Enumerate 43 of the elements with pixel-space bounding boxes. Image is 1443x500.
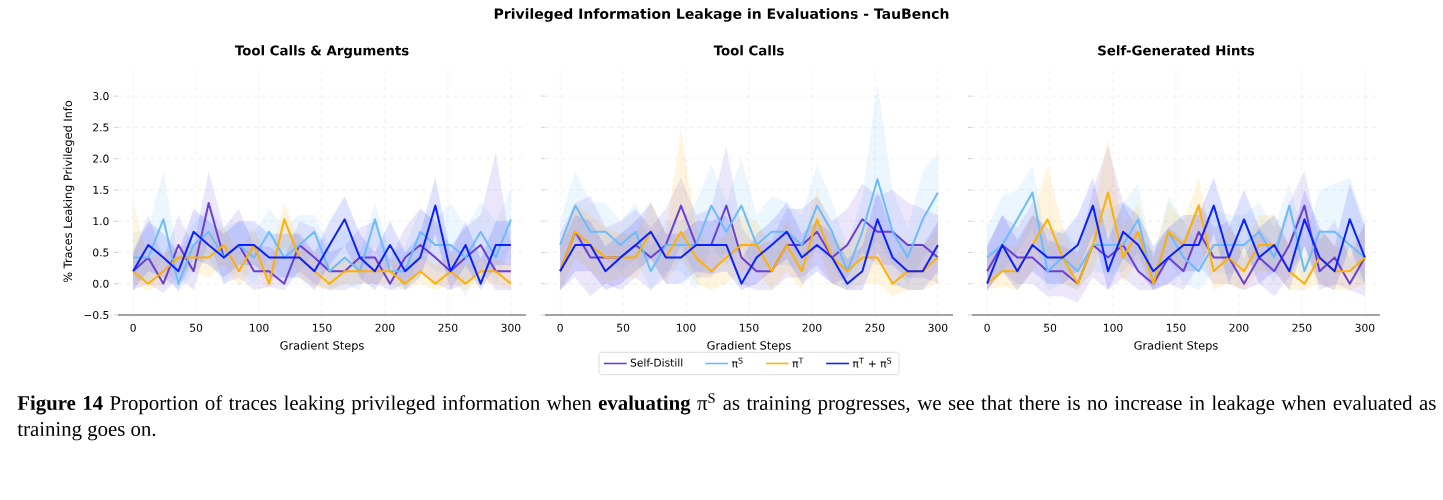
x-tick-label: 300 — [928, 323, 948, 332]
x-tick-label: 0 — [130, 323, 136, 332]
x-tick-label: 150 — [1166, 323, 1186, 332]
legend-label: π$^{T}$ + π$^{S}$ — [852, 357, 892, 368]
x-tick-label: 100 — [250, 323, 269, 332]
y-tick-label: 2.0 — [93, 154, 109, 163]
x-tick-label: 300 — [1355, 323, 1375, 332]
x-tick-label: 50 — [617, 323, 630, 332]
legend-label: Self-Distill — [630, 358, 683, 367]
x-tick-label: 50 — [190, 323, 203, 332]
chart-title: Self-Generated Hints — [1098, 45, 1255, 56]
y-tick-label: −0.5 — [84, 310, 109, 320]
y-tick-label: 2.5 — [93, 123, 109, 132]
chart-title: Tool Calls & Arguments — [234, 45, 409, 59]
x-tick-label: 50 — [1044, 323, 1057, 332]
x-tick-label: 0 — [984, 323, 990, 332]
x-tick-label: 200 — [375, 323, 395, 332]
x-tick-label: 200 — [802, 323, 822, 332]
line-series — [132, 218, 512, 285]
x-tick-label: 300 — [501, 323, 521, 332]
y-axis-title: % Traces Leaking Privileged Info — [63, 100, 75, 283]
x-tick-label: 250 — [438, 323, 458, 332]
x-tick-label: 100 — [677, 323, 696, 332]
x-axis-title: Gradient Steps — [1134, 340, 1218, 352]
legend-label: π$^{S}$ — [731, 357, 743, 368]
y-tick-label: 0.5 — [93, 248, 109, 257]
chart-title: Tool Calls — [713, 45, 784, 56]
x-axis-title: Gradient Steps — [707, 340, 791, 352]
x-tick-label: 100 — [1104, 323, 1123, 332]
x-tick-label: 150 — [740, 323, 759, 332]
x-axis-title: Gradient Steps — [280, 340, 364, 352]
y-tick-label: 0.0 — [93, 279, 109, 288]
x-tick-label: 200 — [1229, 323, 1249, 332]
x-tick-label: 250 — [1292, 323, 1312, 332]
x-tick-label: 150 — [313, 323, 332, 332]
x-tick-label: 0 — [557, 323, 563, 332]
y-tick-label: 1.5 — [93, 185, 109, 194]
text: Privileged Information Leakage in Evaluations - TauBench — [494, 8, 949, 22]
legend-label: π$^{T}$ — [792, 357, 804, 368]
x-tick-label: 250 — [865, 323, 885, 332]
text: Figure 14 Proportion of traces leaking privileged information when evaluating π$^{S}$ as training progresses, we see that there is no increase in leakage when evaluated as training goes on. — [17, 393, 1436, 441]
y-tick-label: 3.0 — [93, 92, 109, 101]
y-tick-label: 1.0 — [93, 217, 109, 226]
